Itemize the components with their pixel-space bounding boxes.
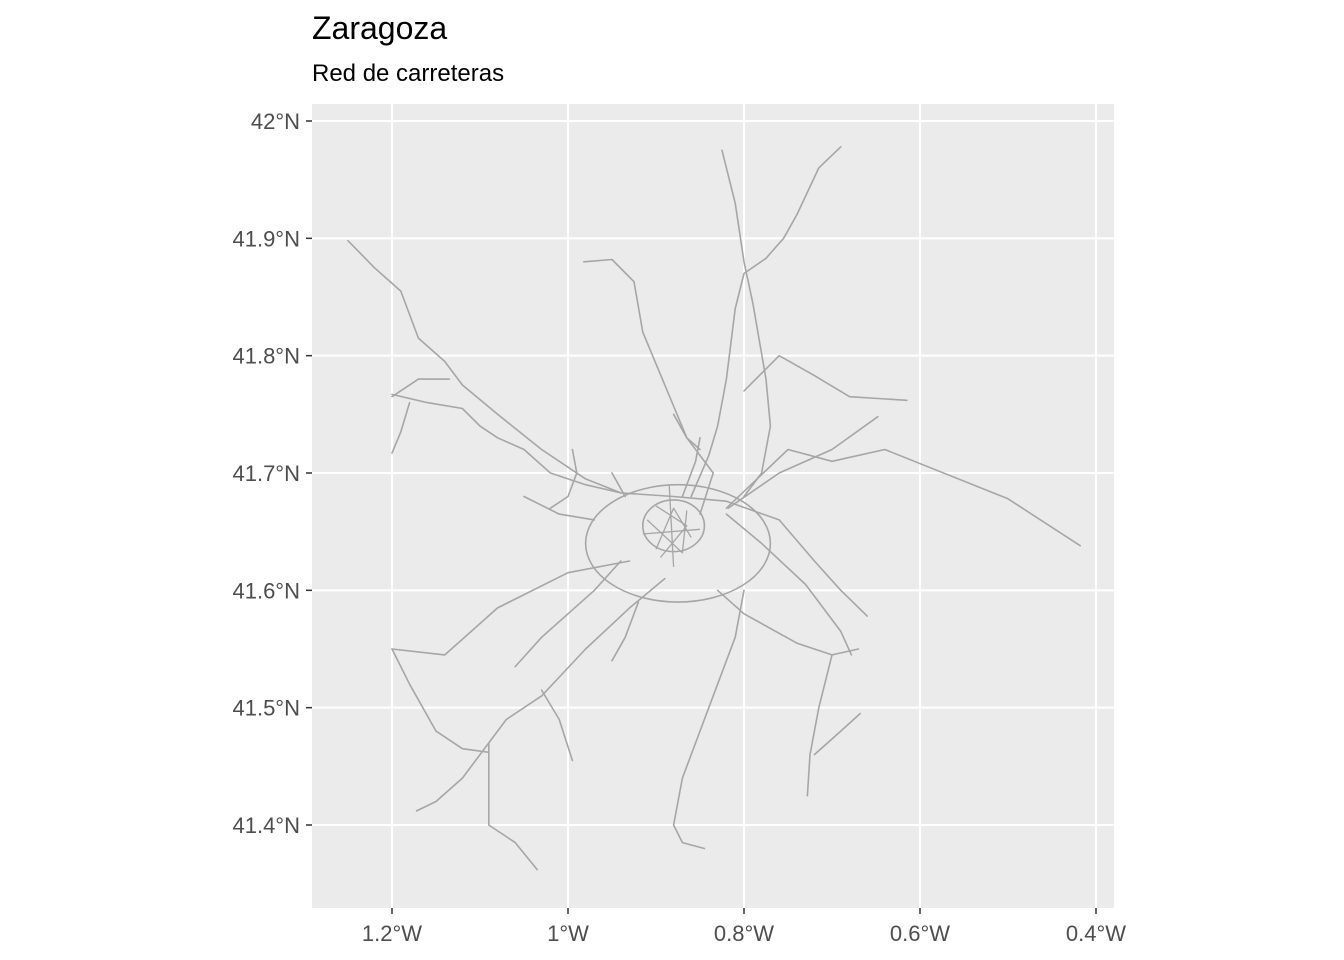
road-segment xyxy=(813,712,862,756)
road-segment xyxy=(391,560,631,656)
city-street xyxy=(668,484,675,567)
road-segment xyxy=(716,589,860,656)
road-segment xyxy=(611,472,627,498)
road-segment xyxy=(611,601,640,662)
y-tick-label: 41.6°N xyxy=(232,578,300,603)
road-segment xyxy=(347,239,869,617)
road-segment xyxy=(727,415,879,510)
road-segment xyxy=(672,413,701,451)
x-tick-label: 0.6°W xyxy=(890,921,950,946)
map-subtitle: Red de carreteras xyxy=(312,60,505,87)
road-segment xyxy=(743,354,908,402)
x-tick-label: 0.4°W xyxy=(1066,921,1126,946)
y-tick-label: 41.5°N xyxy=(232,696,300,721)
city-street xyxy=(655,505,688,558)
y-tick-label: 42°N xyxy=(251,109,300,134)
road-segment xyxy=(415,577,666,812)
road-segment xyxy=(725,448,1081,547)
road-segment xyxy=(523,495,596,521)
axes: 1.2°W 1°W 0.8°W 0.6°W 0.4°W 42°N 41.9°N 41.8°N 4… xyxy=(232,109,1126,946)
road-network xyxy=(347,146,1081,871)
y-tick-label: 41.7°N xyxy=(232,461,300,486)
ring-road xyxy=(584,483,772,603)
road-segment xyxy=(672,589,745,850)
road-segment xyxy=(806,654,833,797)
road-segment xyxy=(391,648,490,754)
y-tick-label: 41.4°N xyxy=(232,813,300,838)
x-tick-label: 0.8°W xyxy=(714,921,774,946)
road-segment xyxy=(690,146,842,498)
road-segment xyxy=(549,448,578,510)
y-tick-label: 41.9°N xyxy=(232,226,300,251)
map-panel xyxy=(312,104,1114,908)
graticule xyxy=(312,104,1114,908)
ring-road xyxy=(641,499,706,553)
road-segment xyxy=(725,513,853,656)
y-tick-label: 41.8°N xyxy=(232,344,300,369)
road-segment xyxy=(514,560,622,668)
road-segment xyxy=(721,149,772,498)
road-segment xyxy=(540,689,574,762)
road-segment xyxy=(391,378,451,398)
x-tick-label: 1.2°W xyxy=(362,921,422,946)
map-title: Zaragoza xyxy=(312,10,448,46)
road-segment xyxy=(391,401,411,454)
road-segment xyxy=(487,742,539,871)
x-tick-label: 1°W xyxy=(547,921,589,946)
road-segment xyxy=(582,258,715,515)
city-street xyxy=(642,528,701,535)
